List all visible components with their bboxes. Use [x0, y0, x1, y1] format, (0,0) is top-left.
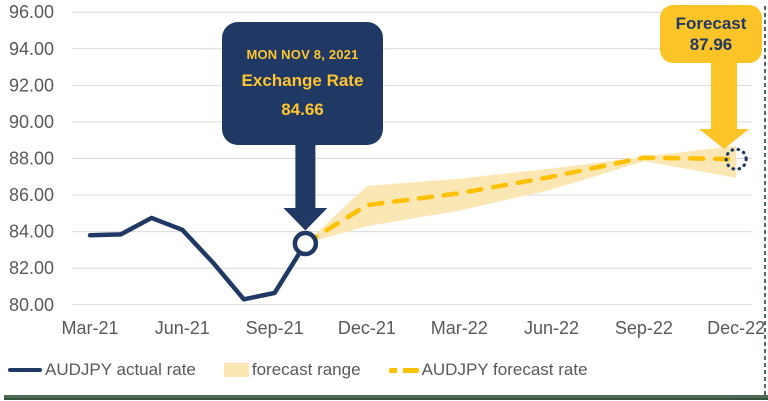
bottom-bar	[4, 395, 768, 400]
navy-arrow-stem	[295, 138, 316, 210]
x-axis-tick-label: Mar-21	[61, 318, 118, 338]
legend-item-forecast-rate: AUDJPY forecast rate	[388, 360, 588, 380]
bottom-bar-green	[4, 395, 768, 398]
x-axis-tick-label: Dec-22	[707, 318, 765, 338]
y-axis-tick-label: 80.00	[9, 295, 54, 315]
exchange-rate-callout: MON NOV 8, 2021 Exchange Rate 84.66	[222, 22, 383, 145]
x-axis-tick-label: Sep-22	[615, 318, 673, 338]
actual-rate-line	[87, 215, 308, 302]
x-axis-tick-label: Mar-22	[431, 318, 488, 338]
legend-label: forecast range	[251, 360, 361, 379]
forecast-rate-line	[303, 155, 739, 246]
chart-legend: AUDJPY actual rate forecast range AUDJPY…	[8, 357, 588, 383]
forecast-callout: Forecast 87.96	[660, 5, 762, 63]
y-axis-tick-label: 92.00	[9, 75, 54, 95]
x-axis-tick-label: Dec-21	[338, 318, 396, 338]
callout-value-text: 84.66	[281, 100, 324, 119]
callout-label-text: Exchange Rate	[241, 71, 364, 90]
yellow-arrow-head-icon	[699, 129, 749, 149]
forecast-callout-value: 87.96	[689, 34, 733, 54]
bottom-bar-dark	[4, 398, 768, 400]
yellow-dash-swatch-icon	[388, 367, 419, 373]
legend-label: AUDJPY actual rate	[45, 360, 196, 379]
navy-line-swatch-icon	[8, 368, 42, 372]
junction-marker	[292, 230, 319, 257]
yellow-band-swatch-icon	[223, 363, 249, 377]
forecast-range-band	[305, 145, 737, 244]
x-axis-tick-label: Jun-21	[155, 318, 210, 338]
x-axis-tick-label: Sep-21	[246, 318, 304, 338]
forecast-endpoint-marker	[724, 147, 748, 171]
legend-label: AUDJPY forecast rate	[421, 360, 588, 379]
callout-date-text: MON NOV 8, 2021	[246, 47, 359, 62]
y-axis-tick-label: 90.00	[9, 112, 54, 132]
legend-item-actual-rate: AUDJPY actual rate	[8, 360, 196, 380]
y-axis-tick-label: 82.00	[9, 258, 54, 278]
y-axis-tick-label: 84.00	[9, 222, 54, 242]
y-axis-tick-label: 86.00	[9, 185, 54, 205]
yellow-arrow-stem	[711, 58, 737, 131]
x-axis-tick-label: Jun-22	[524, 318, 579, 338]
y-axis-tick-label: 88.00	[9, 149, 54, 169]
legend-item-forecast-range: forecast range	[223, 360, 361, 380]
y-axis-tick-label: 96.00	[9, 2, 54, 22]
forecast-callout-label: Forecast	[675, 13, 747, 33]
navy-arrow-head-icon	[283, 208, 328, 231]
y-axis-tick-label: 94.00	[9, 39, 54, 59]
